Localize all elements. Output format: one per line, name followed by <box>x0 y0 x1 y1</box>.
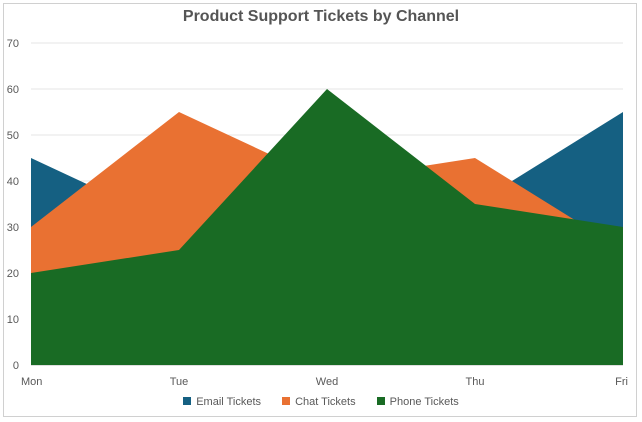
y-tick-label-60: 60 <box>7 84 19 96</box>
y-tick-label-0: 0 <box>13 360 19 372</box>
x-tick-label-thu: Thu <box>466 376 485 388</box>
area-phone-tickets <box>31 89 623 365</box>
series-areas <box>31 89 623 365</box>
chart-title: Product Support Tickets by Channel <box>182 8 460 25</box>
y-tick-label-20: 20 <box>7 268 19 280</box>
legend-item-email: Email Tickets <box>183 396 261 408</box>
legend-label-phone: Phone Tickets <box>389 396 459 408</box>
x-axis-tick-labels: Mon Tue Wed Thu Fri <box>21 376 628 388</box>
y-tick-label-50: 50 <box>7 130 19 142</box>
y-tick-label-40: 40 <box>7 176 19 188</box>
legend-item-chat: Chat Tickets <box>282 396 356 408</box>
x-tick-label-mon: Mon <box>21 376 42 388</box>
y-tick-label-30: 30 <box>7 222 19 234</box>
x-tick-label-tue: Tue <box>170 376 189 388</box>
legend-swatch-chat <box>282 397 291 405</box>
x-tick-label-wed: Wed <box>316 376 338 388</box>
legend-item-phone: Phone Tickets <box>376 396 459 408</box>
y-tick-label-70: 70 <box>7 38 19 50</box>
y-axis-tick-labels: 0 10 20 30 40 50 60 70 <box>7 38 19 372</box>
legend-label-chat: Chat Tickets <box>295 396 356 408</box>
legend: Email Tickets Chat Tickets Phone Tickets <box>0 396 642 408</box>
y-tick-label-10: 10 <box>7 314 19 326</box>
x-tick-label-fri: Fri <box>615 376 628 388</box>
legend-swatch-email <box>183 397 192 405</box>
legend-swatch-phone <box>376 397 385 405</box>
legend-label-email: Email Tickets <box>196 396 262 408</box>
